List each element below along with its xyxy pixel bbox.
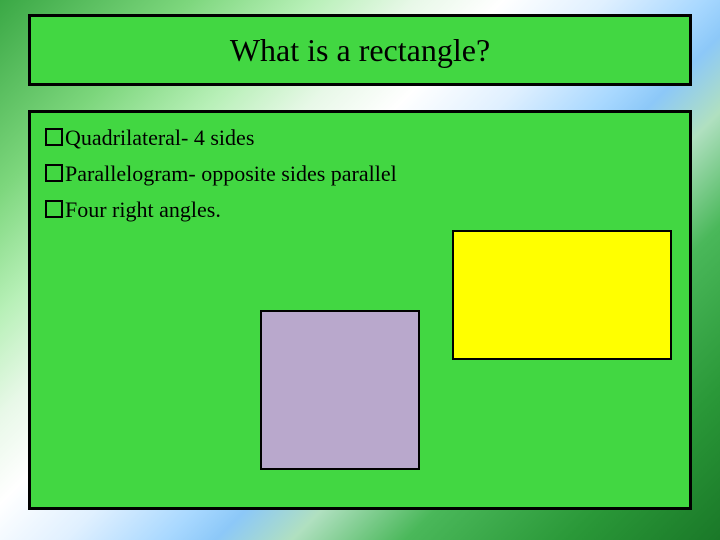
list-item: Parallelogram- opposite sides parallel <box>45 161 675 187</box>
list-item: Quadrilateral- 4 sides <box>45 125 675 151</box>
square-bullet-icon <box>45 128 63 146</box>
list-item-label: Parallelogram- opposite sides parallel <box>65 161 397 187</box>
list-item-label: Quadrilateral- 4 sides <box>65 125 254 151</box>
square-bullet-icon <box>45 200 63 218</box>
purple-square <box>260 310 420 470</box>
yellow-rectangle <box>452 230 672 360</box>
list-item: Four right angles. <box>45 197 675 223</box>
bullet-list: Quadrilateral- 4 sides Parallelogram- opp… <box>31 113 689 245</box>
page-title: What is a rectangle? <box>31 17 689 83</box>
square-bullet-icon <box>45 164 63 182</box>
title-panel: What is a rectangle? <box>28 14 692 86</box>
list-item-label: Four right angles. <box>65 197 221 223</box>
